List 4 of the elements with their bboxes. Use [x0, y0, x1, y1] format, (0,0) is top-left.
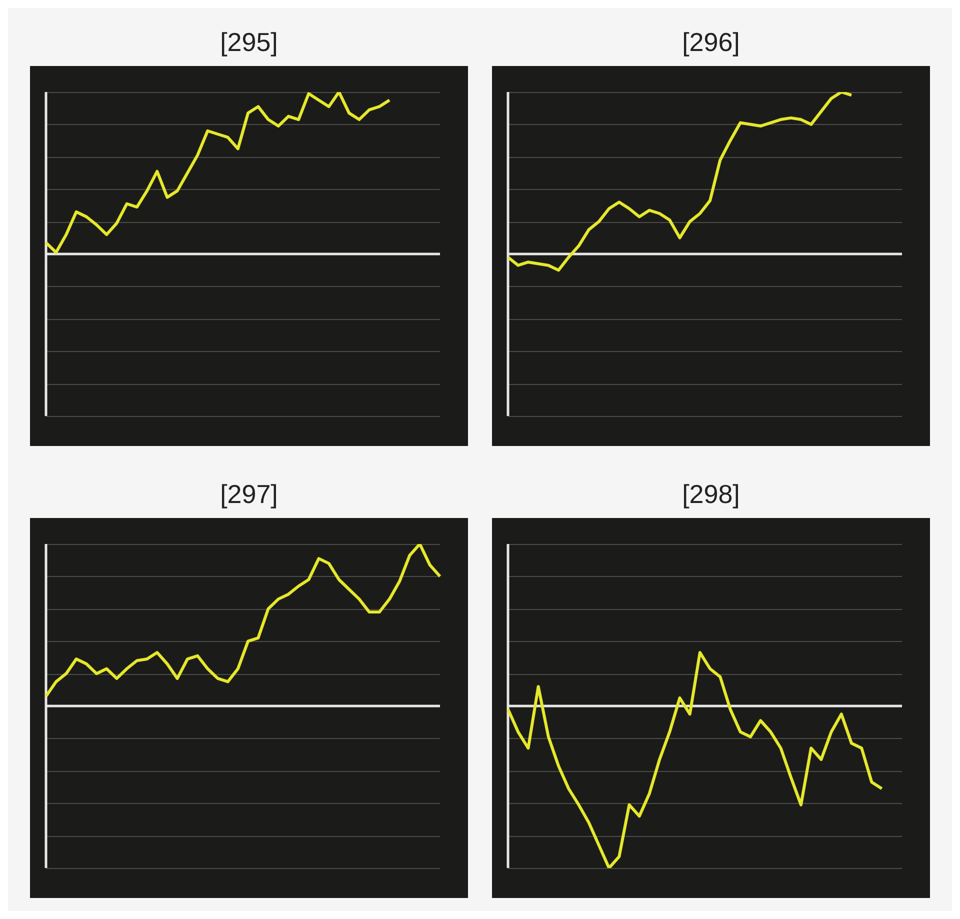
chart-title: [295] [219, 26, 279, 59]
chart-title: [296] [681, 26, 741, 59]
chart-title: [298] [681, 478, 741, 510]
chart-title: [297] [219, 478, 279, 510]
